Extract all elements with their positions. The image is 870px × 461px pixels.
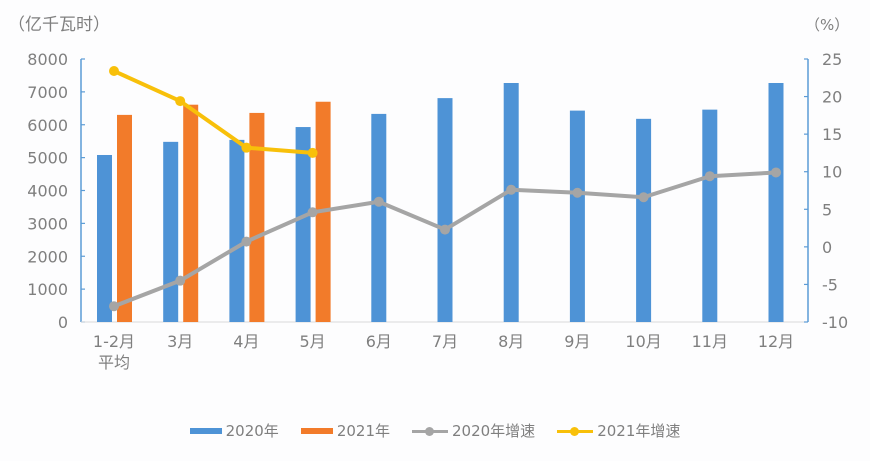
legend-item: 2020年增速	[412, 420, 535, 441]
x-axis-tick-label: 3月	[167, 332, 193, 351]
bar	[503, 82, 519, 322]
legend-line-marker-icon	[412, 425, 448, 437]
right-axis-tick-label: -5	[822, 275, 838, 294]
line-marker	[241, 142, 252, 153]
bar	[371, 113, 387, 323]
line-marker	[175, 275, 186, 286]
legend-bar-swatch-icon	[300, 427, 333, 434]
x-axis-tick-label: 8月	[498, 332, 524, 351]
line-marker	[109, 301, 119, 312]
bar	[569, 110, 585, 323]
x-axis-tick-label: 10月	[625, 332, 661, 351]
legend-item: 2021年	[300, 420, 390, 441]
line-marker	[440, 224, 450, 235]
bar	[702, 109, 718, 322]
legend: 2020年 2021年 2020年增速 2021年增速	[0, 420, 870, 441]
line-marker	[241, 236, 252, 247]
legend-label: 2021年增速	[597, 422, 681, 440]
bar-series	[97, 82, 784, 323]
line-marker	[572, 187, 583, 198]
legend-label: 2021年	[336, 422, 390, 440]
left-axis-tick-label: 3000	[27, 214, 68, 233]
legend-bar-swatch-icon	[189, 427, 222, 434]
line-marker	[109, 66, 119, 77]
left-axis-tick-label: 1000	[27, 280, 68, 299]
right-axis-unit-label: （%）	[805, 16, 849, 34]
bar	[163, 141, 179, 322]
bar	[249, 112, 265, 322]
line-series	[109, 66, 781, 312]
plot-area: （亿千瓦时） （%） 0 1000 2000 3000 4000 5000 6000 7000…	[8, 15, 849, 372]
left-axis-tick-label: 7000	[27, 83, 68, 102]
bar	[183, 104, 199, 322]
bar	[295, 127, 311, 323]
left-axis-tick-label: 6000	[27, 116, 68, 135]
legend-label: 2020年增速	[452, 422, 536, 440]
bar	[117, 114, 132, 322]
line-marker	[175, 96, 186, 107]
x-axis-tick-label: 4月	[233, 332, 259, 351]
right-axis-tick-label: 0	[822, 238, 832, 257]
x-axis-tick-label: 5月	[300, 332, 326, 351]
line-marker	[307, 147, 318, 158]
line-path	[113, 69, 313, 155]
line-marker	[638, 192, 649, 203]
line-marker	[506, 184, 517, 195]
bar	[636, 118, 652, 323]
left-axis-tick-label: 8000	[27, 50, 68, 69]
right-axis-tick-label: 15	[822, 125, 842, 144]
line-marker	[373, 196, 384, 207]
bar	[768, 82, 784, 322]
legend-item: 2020年	[189, 420, 279, 441]
left-axis-tick-label: 5000	[27, 149, 68, 168]
legend-item: 2021年增速	[557, 420, 680, 441]
right-axis-tick-label: 25	[822, 50, 842, 69]
bar	[437, 98, 453, 322]
bar	[229, 139, 245, 322]
x-axis-tick-label: 7月	[432, 332, 458, 351]
x-axis-tick-label: 6月	[366, 332, 392, 351]
line-marker	[704, 171, 715, 182]
line-marker	[771, 167, 781, 178]
left-axis-tick-label: 2000	[27, 247, 68, 266]
right-axis-tick-label: 10	[822, 163, 842, 182]
right-axis-tick-label: 20	[822, 88, 842, 107]
legend-line-marker-icon	[557, 425, 594, 437]
right-y-axis: -10 -5 0 5 10 15 20 25	[804, 50, 848, 332]
x-axis-tick-label: 12月	[758, 332, 794, 351]
left-axis-unit-label: （亿千瓦时）	[8, 15, 110, 35]
x-axis-tick-label: 1-2月	[93, 332, 135, 351]
x-axis-tick-label: 9月	[564, 332, 590, 351]
right-axis-tick-label: 5	[822, 200, 832, 219]
left-axis-tick-label: 4000	[27, 182, 68, 201]
left-y-axis: 0 1000 2000 3000 4000 5000 6000 7000 8000	[27, 50, 808, 332]
right-axis-tick-label: -10	[822, 313, 848, 332]
legend-label: 2020年	[225, 422, 279, 440]
line-marker	[307, 207, 318, 218]
left-axis-tick-label: 0	[58, 313, 68, 332]
x-axis-tick-label: 11月	[692, 332, 728, 351]
x-axis-tick-label-line2: 平均	[98, 353, 130, 372]
bar	[97, 154, 112, 322]
